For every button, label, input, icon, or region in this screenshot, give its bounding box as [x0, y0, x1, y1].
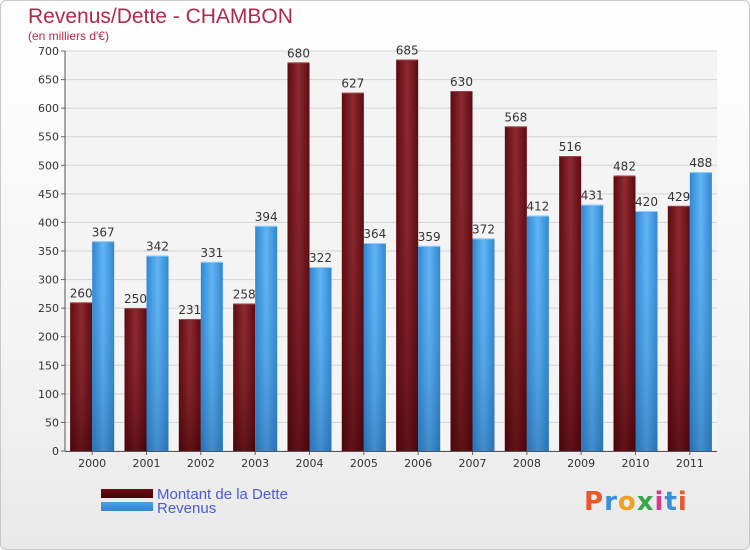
- bar-shade: [450, 91, 473, 451]
- bar-shade: [504, 126, 527, 451]
- x-axis-ticks: 2000 2001 2002 2003 2004 2005 2006 2007 2008 2009…: [78, 451, 704, 470]
- chart-subtitle: (en milliers d'€): [28, 29, 109, 43]
- y-axis-ticks: 0 50 100 150 200 250 300 350 400 450 500 550 600 650 7…: [38, 45, 65, 458]
- bar-shade: [418, 245, 441, 451]
- bar-shade: [124, 308, 147, 451]
- data-label-debt: 568: [504, 110, 527, 124]
- y-tick-label: 500: [38, 159, 59, 172]
- data-label-revenue: 431: [581, 189, 604, 203]
- data-label-revenue: 322: [309, 251, 332, 265]
- bar-shade: [146, 255, 169, 451]
- data-label-debt: 429: [667, 190, 690, 204]
- y-tick-label: 350: [38, 245, 59, 258]
- bar-shade: [341, 92, 364, 451]
- data-label-revenue: 412: [526, 200, 549, 214]
- data-label-debt: 260: [70, 286, 93, 300]
- y-tick-label: 400: [38, 216, 59, 229]
- bar-shade: [255, 225, 278, 451]
- x-tick-label: 2003: [241, 457, 269, 470]
- legend-swatch-debt: [101, 489, 153, 498]
- x-tick-label: 2002: [187, 457, 215, 470]
- data-label-debt: 516: [559, 140, 582, 154]
- legend-swatch-revenue: [101, 502, 153, 511]
- data-label-revenue: 420: [635, 195, 658, 209]
- bar-shade: [363, 243, 386, 451]
- logo-letter: i: [677, 487, 688, 517]
- y-tick-label: 50: [45, 416, 59, 429]
- axes: [64, 51, 717, 452]
- y-tick-label: 650: [38, 74, 59, 87]
- bars: [70, 59, 712, 452]
- y-tick-label: 0: [52, 445, 59, 458]
- data-label-debt: 482: [613, 160, 636, 174]
- proxiti-logo: Proxiti: [584, 487, 688, 517]
- bar-shade: [200, 261, 223, 451]
- bar-shade: [287, 62, 310, 452]
- data-label-revenue: 394: [255, 210, 278, 224]
- x-tick-label: 2001: [133, 457, 161, 470]
- data-label-debt: 680: [287, 46, 310, 60]
- bar-shade: [635, 211, 658, 451]
- y-tick-label: 600: [38, 102, 59, 115]
- y-tick-label: 550: [38, 131, 59, 144]
- y-tick-label: 150: [38, 359, 59, 372]
- bar-shade: [472, 238, 495, 451]
- bar-shade: [689, 172, 712, 451]
- y-tick-label: 450: [38, 188, 59, 201]
- y-tick-label: 200: [38, 331, 59, 344]
- x-tick-label: 2009: [567, 457, 595, 470]
- y-tick-label: 250: [38, 302, 59, 315]
- x-tick-label: 2006: [404, 457, 432, 470]
- data-label-revenue: 359: [418, 230, 441, 244]
- bar-shade: [70, 302, 93, 451]
- legend-label-revenue: Revenus: [157, 500, 217, 517]
- x-tick-label: 2008: [513, 457, 541, 470]
- bar-shade: [396, 59, 419, 451]
- bar-shade: [92, 241, 115, 451]
- y-tick-label: 100: [38, 388, 59, 401]
- bar-shade: [559, 156, 582, 451]
- data-label-revenue: 331: [200, 246, 223, 260]
- logo-letter: P: [584, 487, 605, 517]
- logo-letter: x: [636, 487, 655, 517]
- bar-shade: [581, 204, 604, 451]
- data-label-debt: 258: [233, 288, 256, 302]
- x-tick-label: 2010: [622, 457, 650, 470]
- data-label-debt: 250: [124, 292, 147, 306]
- data-label-revenue: 342: [146, 240, 169, 254]
- x-tick-label: 2000: [78, 457, 106, 470]
- data-label-revenue: 372: [472, 222, 495, 236]
- logo-letter: t: [664, 487, 678, 517]
- x-tick-label: 2004: [296, 457, 324, 470]
- bar-shade: [178, 319, 201, 451]
- data-label-revenue: 488: [689, 156, 712, 170]
- logo-letter: o: [617, 487, 637, 517]
- y-tick-label: 700: [38, 45, 59, 58]
- data-label-debt: 231: [178, 303, 201, 317]
- data-label-revenue: 364: [363, 227, 386, 241]
- bar-shade: [526, 215, 549, 451]
- data-label-revenue: 367: [92, 225, 115, 239]
- bar-shade: [667, 205, 690, 451]
- x-tick-label: 2011: [676, 457, 704, 470]
- data-label-debt: 685: [396, 44, 419, 58]
- grid-lines: [65, 50, 717, 452]
- bar-shade: [309, 267, 332, 451]
- bar-shade: [613, 175, 636, 452]
- x-tick-label: 2005: [350, 457, 378, 470]
- y-tick-label: 300: [38, 274, 59, 287]
- bar-shade: [233, 303, 256, 451]
- x-tick-label: 2007: [459, 457, 487, 470]
- data-label-debt: 630: [450, 75, 473, 89]
- chart-title: Revenus/Dette - CHAMBON: [28, 5, 293, 28]
- data-labels: 260 367 250 342 231 331 258 394 680 322 627 364 685 3…: [70, 44, 713, 317]
- legend-label-debt: Montant de la Dette: [157, 486, 288, 503]
- logo-letter: r: [604, 487, 618, 517]
- data-label-debt: 627: [341, 77, 364, 91]
- logo-letter: i: [654, 487, 665, 517]
